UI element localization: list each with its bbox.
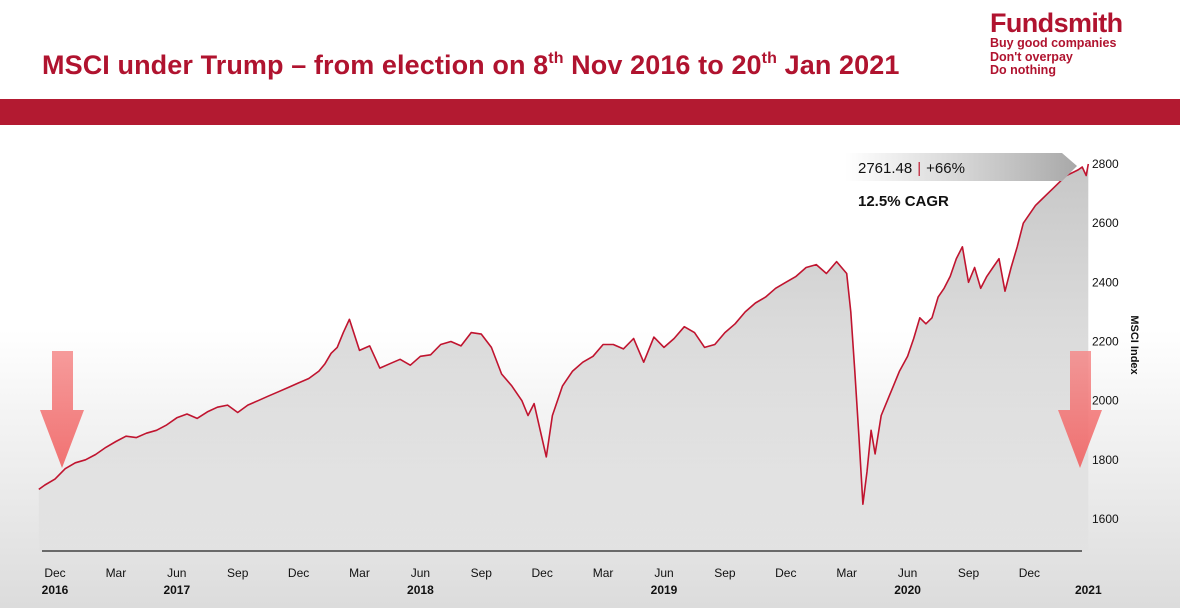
start-arrow [40,351,84,468]
callout-value: 2761.48 [858,160,912,177]
x-axis-years: 2016 2017 2018 2019 2020 2021 [42,583,1102,597]
x-tick-label: Mar [349,566,370,580]
x-tick-label: Jun [898,566,917,580]
y-axis-ticks: 1600 1800 2000 2200 2400 2600 2800 [1092,157,1119,526]
x-tick-label: Dec [44,566,65,580]
y-tick-label: 2800 [1092,157,1119,171]
slide-title: MSCI under Trump – from election on 8th … [42,50,900,80]
series-area-fill [38,164,1089,551]
x-tick-label: Dec [1019,566,1040,580]
x-tick-label: Jun [167,566,186,580]
x-tick-label: Dec [775,566,796,580]
end-arrow [1058,351,1102,468]
x-tick-label: Jun [411,566,430,580]
x-tick-label: Sep [471,566,493,580]
x-tick-label: Sep [714,566,736,580]
series-line [38,163,1090,505]
y-tick-label: 1800 [1092,453,1119,467]
x-year-label: 2021 [1075,583,1102,597]
callout-cagr: 12.5% CAGR [858,193,949,210]
x-tick-label: Mar [106,566,127,580]
header-band [0,99,1180,125]
x-year-label: 2016 [42,583,69,597]
x-tick-label: Dec [288,566,309,580]
x-tick-label: Mar [836,566,857,580]
x-year-label: 2018 [407,583,434,597]
x-year-label: 2020 [894,583,921,597]
x-tick-label: Jun [654,566,673,580]
x-tick-label: Mar [593,566,614,580]
x-year-label: 2017 [163,583,190,597]
y-tick-label: 2000 [1092,394,1119,408]
y-tick-label: 1600 [1092,512,1119,526]
x-axis-ticks: Dec Mar Jun Sep Dec Mar Jun Sep Dec Mar Jun Sep Dec M… [44,566,1040,580]
x-tick-label: Dec [532,566,553,580]
brand-tagline: Do nothing [990,63,1056,77]
x-year-label: 2019 [651,583,678,597]
y-tick-label: 2600 [1092,216,1119,230]
y-tick-label: 2400 [1092,275,1119,289]
callout: 2761.48 | +66% 12.5% CAGR [845,153,1077,210]
y-axis-label: MSCI Index [1128,315,1140,375]
brand-tagline: Don't overpay [990,49,1073,64]
brand-name: Fundsmith [990,8,1123,38]
x-tick-label: Sep [227,566,249,580]
callout-arrow-shape [845,153,1077,181]
svg-text:2761.48|+66%: 2761.48 | +66% [858,160,965,177]
brand-logo: Fundsmith Buy good companies Don't overp… [990,9,1123,78]
callout-change: +66% [926,160,965,177]
callout-separator: | [917,160,921,177]
brand-tagline: Buy good companies [990,36,1117,50]
y-tick-label: 2200 [1092,335,1119,349]
x-tick-label: Sep [958,566,980,580]
